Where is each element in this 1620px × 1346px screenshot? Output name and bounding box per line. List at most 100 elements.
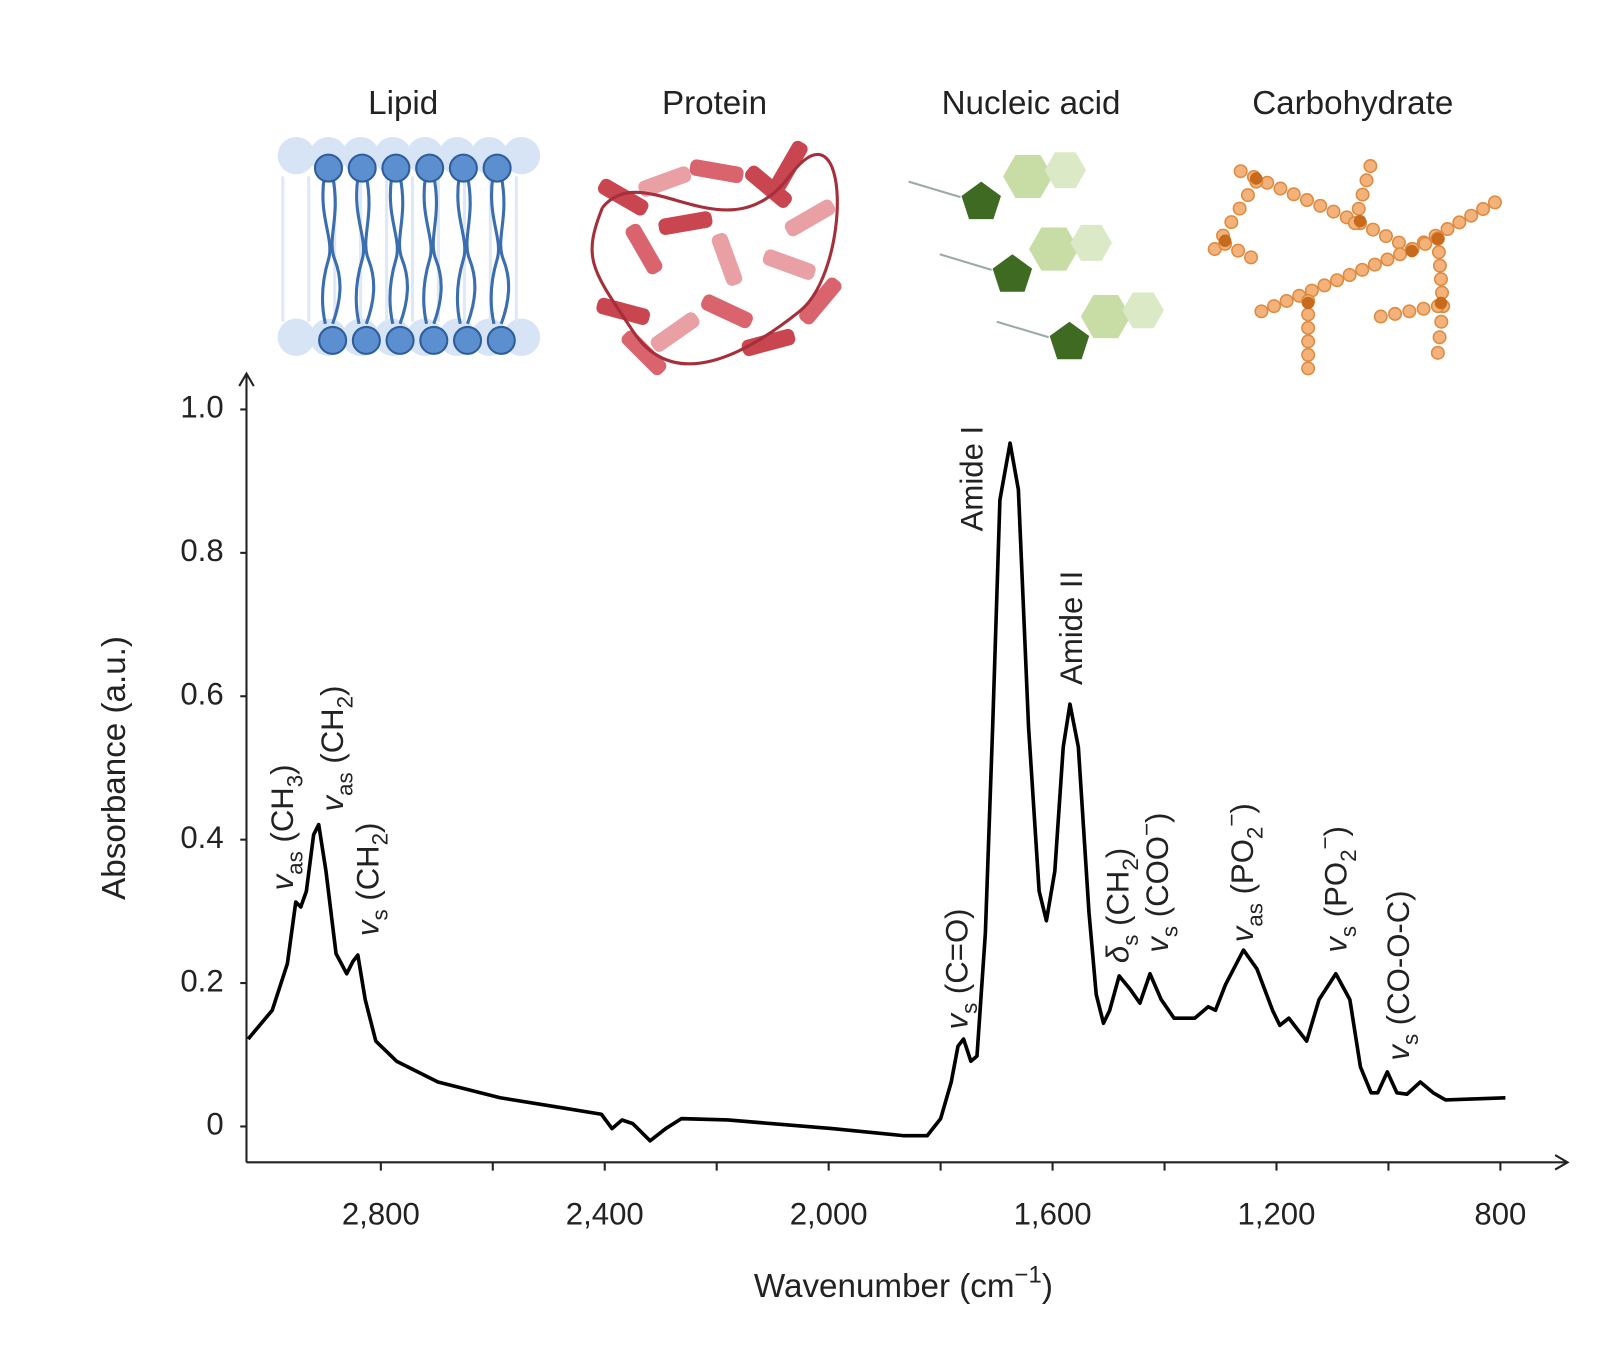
illustration-shape (422, 176, 433, 325)
text-part: (PO (1319, 862, 1354, 926)
peak-annotation: vas (CH2) (315, 685, 357, 811)
text-part: s (1398, 1034, 1423, 1045)
illustration-shape (770, 140, 808, 192)
illustration-shape (1367, 257, 1382, 272)
illustration-shape (1301, 296, 1315, 310)
panel-label: Carbohydrate (1252, 85, 1453, 122)
text-part: − (1219, 814, 1244, 827)
text-part: v (1381, 1043, 1416, 1061)
illustration-shape (1231, 243, 1246, 258)
text-part: − (1134, 823, 1159, 836)
illustration-shape (385, 325, 415, 355)
illustration-shape (961, 181, 1001, 220)
text-part: (CO-O-C) (1381, 890, 1416, 1033)
peak-annotation: vs (CH2) (350, 822, 392, 936)
illustration-shape (1430, 345, 1445, 360)
x-axis-title: Wavenumber (cm−1) (754, 1261, 1053, 1305)
illustration-shape (1224, 215, 1239, 230)
text-part: ) (350, 822, 385, 832)
illustration-shape (1080, 294, 1131, 339)
y-tick-label: 0.4 (180, 820, 223, 855)
illustration-shape (621, 330, 667, 376)
illustration-shape (745, 165, 792, 208)
illustration-shape (1301, 361, 1316, 376)
text-part: ) (1140, 813, 1175, 823)
y-tick-label: 0.2 (180, 963, 223, 998)
illustration-shape (1434, 296, 1448, 310)
illustration-shape (1240, 188, 1255, 203)
y-tick-label: 0.6 (180, 676, 223, 711)
illustration-shape (354, 176, 366, 325)
illustration-shape (597, 178, 649, 216)
illustration-shape (313, 153, 343, 183)
x-tick-label: 800 (1474, 1197, 1526, 1232)
illustration-shape (364, 176, 376, 325)
illustration-shape (939, 253, 992, 271)
illustration-shape (1416, 301, 1431, 316)
text-part: s (1118, 935, 1143, 946)
peak-annotation: vs (COO−) (1134, 813, 1182, 953)
illustration-shape (1330, 273, 1345, 288)
text-part: v (1140, 935, 1175, 953)
illustration-shape (1313, 198, 1328, 213)
illustration-shape (1431, 232, 1445, 245)
illustration-shape (320, 176, 332, 325)
illustration-shape (1373, 309, 1388, 324)
illustration-shape (590, 153, 839, 366)
illustration-shape (1365, 222, 1381, 237)
spectrum-line (246, 441, 1506, 1143)
illustration-shape (453, 325, 483, 355)
x-tick-label: 1,200 (1238, 1197, 1316, 1232)
text-part: ) (1225, 803, 1260, 813)
illustration-shape (1452, 215, 1467, 230)
illustration-shape (658, 211, 713, 235)
illustration-shape (397, 176, 409, 325)
text-part: −1 (1015, 1261, 1042, 1288)
illustration-shape (1440, 222, 1455, 237)
text-part: 3 (283, 775, 308, 787)
illustration-shape (347, 153, 377, 183)
illustration-shape (1402, 304, 1417, 319)
text-part: (CH (1101, 871, 1136, 935)
text-part: (CH (350, 845, 385, 909)
illustration-shape (1378, 229, 1393, 244)
text-part: 2 (1336, 849, 1361, 861)
illustration-shape (784, 199, 836, 237)
text-part: s (368, 909, 393, 920)
text-part: v (350, 918, 385, 936)
illustration-shape (1122, 292, 1164, 329)
illustration-shape (1301, 334, 1316, 349)
illustration-shape (908, 180, 961, 199)
illustration-shape (1393, 247, 1408, 262)
text-part: v (315, 794, 350, 812)
illustration-shape (1355, 262, 1370, 277)
illustration-shape (1233, 164, 1248, 179)
text-part: 2 (368, 833, 393, 845)
panel-label: Nucleic acid (942, 85, 1121, 122)
panel-label: Lipid (368, 85, 438, 122)
text-part: v (940, 1011, 975, 1029)
illustration-shape (465, 176, 477, 325)
axis-arrow (1554, 1154, 1570, 1171)
illustration-shape (1380, 252, 1395, 267)
illustration-shape (1359, 173, 1374, 188)
illustration-shape (489, 176, 501, 325)
text-part: s (1157, 926, 1182, 937)
illustration-shape (1250, 172, 1263, 185)
x-tick-label: 2,800 (342, 1197, 420, 1232)
illustration-shape (277, 318, 315, 356)
illustration-shape (1433, 272, 1448, 287)
y-tick-label: 1.0 (180, 390, 223, 425)
illustration-shape (1244, 250, 1259, 265)
illustration-shape (381, 153, 411, 183)
text-part: (CH (265, 787, 300, 851)
text-part: ) (1101, 848, 1136, 858)
text-part: 2 (332, 696, 357, 708)
x-tick-label: 2,000 (790, 1197, 868, 1232)
illustration-shape (1279, 293, 1294, 308)
illustration-shape (1434, 314, 1449, 329)
text-part: (PO (1225, 839, 1260, 903)
illustration-shape (1432, 258, 1447, 273)
illustration-shape (455, 176, 467, 325)
illustration-shape (415, 153, 445, 183)
